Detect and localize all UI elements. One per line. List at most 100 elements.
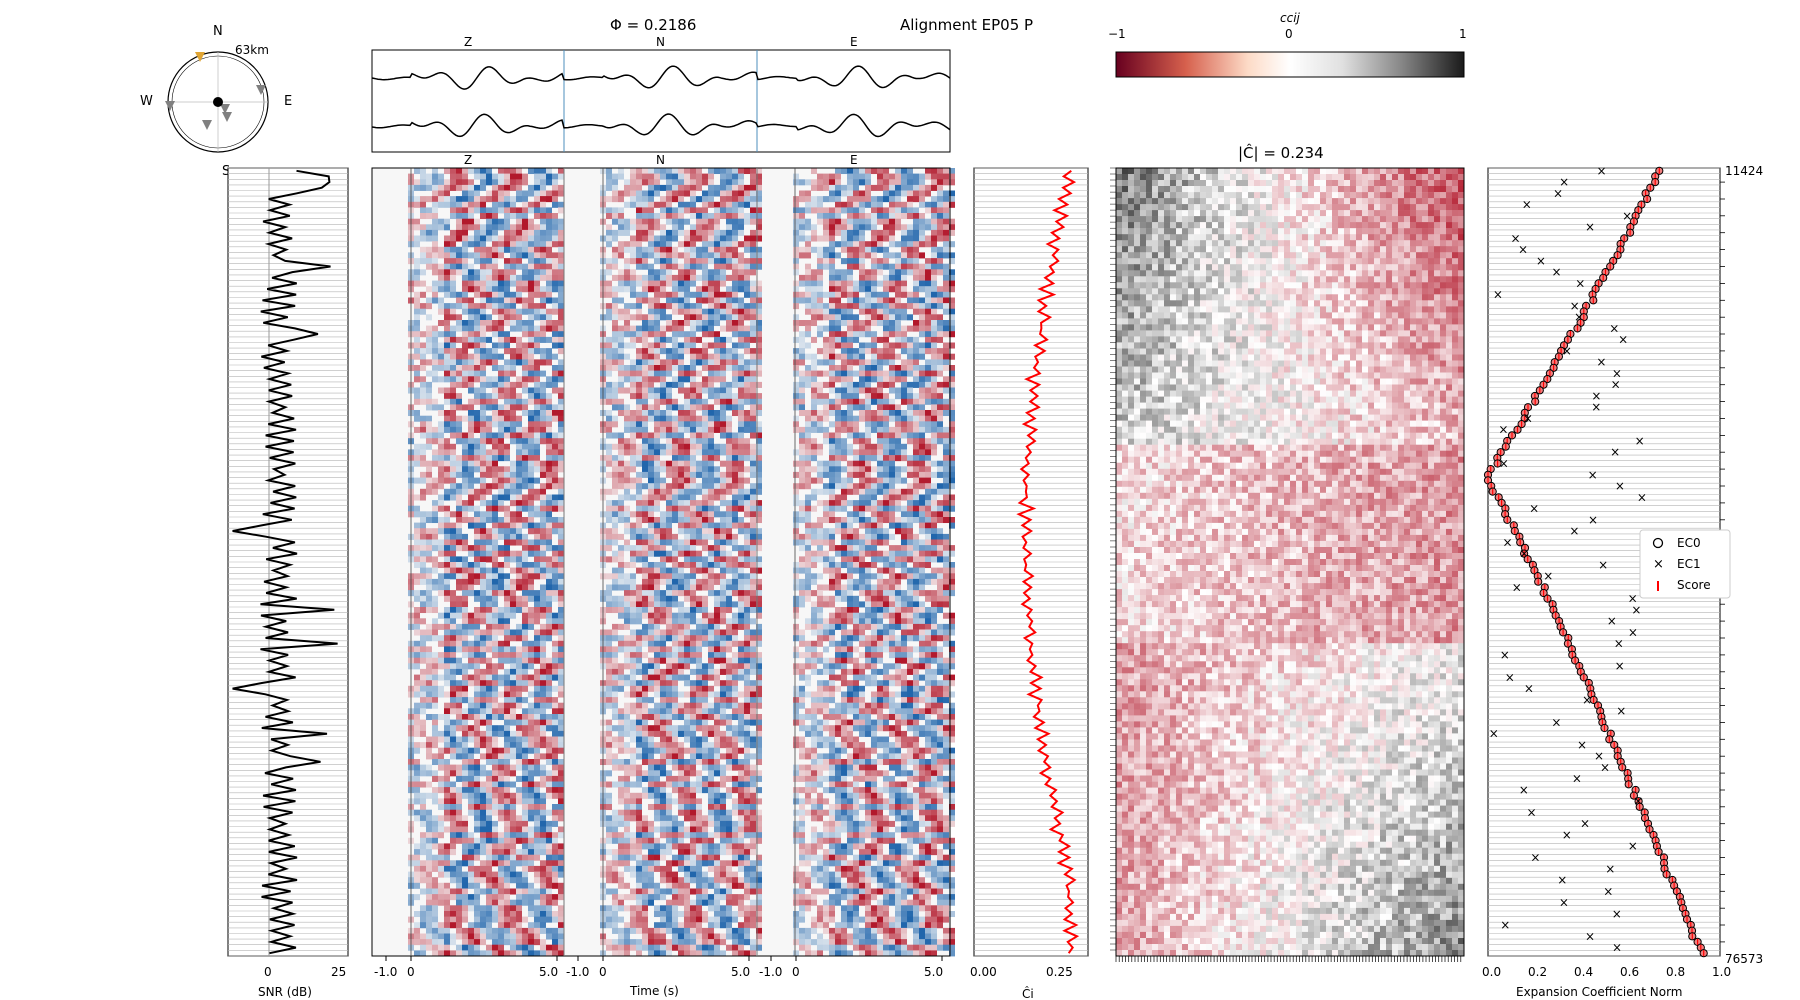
waveform-cell xyxy=(486,320,492,327)
waveform-cell xyxy=(871,522,877,529)
waveform-cell xyxy=(883,207,889,214)
waveform-cell xyxy=(949,483,955,490)
waveform-cell xyxy=(486,505,492,512)
waveform-cell xyxy=(696,500,702,507)
waveform-cell xyxy=(889,286,895,293)
waveform-cell xyxy=(931,303,937,310)
waveform-cell xyxy=(841,331,847,338)
waveform-cell xyxy=(456,336,462,343)
waveform-cell xyxy=(793,381,799,388)
waveform-cell xyxy=(859,410,865,417)
waveform-cell xyxy=(510,168,516,175)
waveform-cell xyxy=(714,201,720,208)
waveform-cell xyxy=(684,336,690,343)
waveform-cell xyxy=(738,303,744,310)
waveform-cell xyxy=(516,556,522,563)
waveform-cell xyxy=(883,291,889,298)
waveform-cell xyxy=(744,342,750,349)
waveform-cell xyxy=(438,274,444,281)
waveform-cell xyxy=(823,466,829,473)
waveform-cell xyxy=(877,398,883,405)
waveform-cell xyxy=(420,303,426,310)
waveform-cell xyxy=(913,297,919,304)
waveform-cell xyxy=(492,522,498,529)
waveform-cell xyxy=(901,539,907,546)
waveform-cell xyxy=(498,393,504,400)
waveform-cell xyxy=(684,505,690,512)
waveform-cell xyxy=(883,179,889,186)
waveform-cell xyxy=(859,320,865,327)
waveform-cell xyxy=(480,269,486,276)
waveform-cell xyxy=(426,477,432,484)
waveform-cell xyxy=(811,286,817,293)
waveform-cell xyxy=(756,196,762,203)
waveform-cell xyxy=(432,365,438,372)
waveform-cells xyxy=(408,168,955,957)
waveform-cell xyxy=(636,488,642,495)
waveform-cell xyxy=(835,213,841,220)
compass-east-label: E xyxy=(284,94,292,109)
waveform-cell xyxy=(516,432,522,439)
waveform-cell xyxy=(702,308,708,315)
waveform-cell xyxy=(835,190,841,197)
waveform-cell xyxy=(642,263,648,270)
waveform-cell xyxy=(907,511,913,518)
waveform-cell xyxy=(672,303,678,310)
waveform-cell xyxy=(877,263,883,270)
waveform-cell xyxy=(636,224,642,231)
waveform-cell xyxy=(486,353,492,360)
waveform-cell xyxy=(510,426,516,433)
waveform-cell xyxy=(432,190,438,197)
waveform-cell xyxy=(702,488,708,495)
waveform-cell xyxy=(756,443,762,450)
waveform-cell xyxy=(456,291,462,298)
waveform-cell xyxy=(817,477,823,484)
waveform-cell xyxy=(558,308,564,315)
waveform-cell xyxy=(414,415,420,422)
waveform-cell xyxy=(937,415,943,422)
waveform-cell xyxy=(516,325,522,332)
waveform-cell xyxy=(823,404,829,411)
waveform-cell xyxy=(823,342,829,349)
waveform-cell xyxy=(907,404,913,411)
waveform-cell xyxy=(708,168,714,175)
waveform-cell xyxy=(913,229,919,236)
waveform-cell xyxy=(799,404,805,411)
waveform-cell xyxy=(750,168,756,175)
waveform-cell xyxy=(552,381,558,388)
waveform-cell xyxy=(859,303,865,310)
waveform-cell xyxy=(606,207,612,214)
waveform-cell xyxy=(811,280,817,287)
waveform-cell xyxy=(618,381,624,388)
waveform-cell xyxy=(504,235,510,242)
waveform-cell xyxy=(829,263,835,270)
waveform-cell xyxy=(552,500,558,507)
waveform-cell xyxy=(414,314,420,321)
waveform-cell xyxy=(859,207,865,214)
waveform-cell xyxy=(672,291,678,298)
waveform-cell xyxy=(708,258,714,265)
waveform-cell xyxy=(811,336,817,343)
waveform-cell xyxy=(606,303,612,310)
waveform-cell xyxy=(474,353,480,360)
waveform-cell xyxy=(817,533,823,540)
waveform-cell xyxy=(750,201,756,208)
waveform-cell xyxy=(648,545,654,552)
waveform-cell xyxy=(438,466,444,473)
waveform-cell xyxy=(859,325,865,332)
waveform-cell xyxy=(943,517,949,524)
waveform-cell xyxy=(931,246,937,253)
waveform-cell xyxy=(414,291,420,298)
waveform-cell xyxy=(919,500,925,507)
waveform-cell xyxy=(913,421,919,428)
waveform-cell xyxy=(438,246,444,253)
waveform-cell xyxy=(726,460,732,467)
waveform-cell xyxy=(859,438,865,445)
waveform-cell xyxy=(919,567,925,574)
waveform-cell xyxy=(624,286,630,293)
waveform-cell xyxy=(510,252,516,259)
waveform-cell xyxy=(907,505,913,512)
colorbar-tick-min: −1 xyxy=(1108,27,1126,41)
waveform-cell xyxy=(546,218,552,225)
waveform-cell xyxy=(901,449,907,456)
